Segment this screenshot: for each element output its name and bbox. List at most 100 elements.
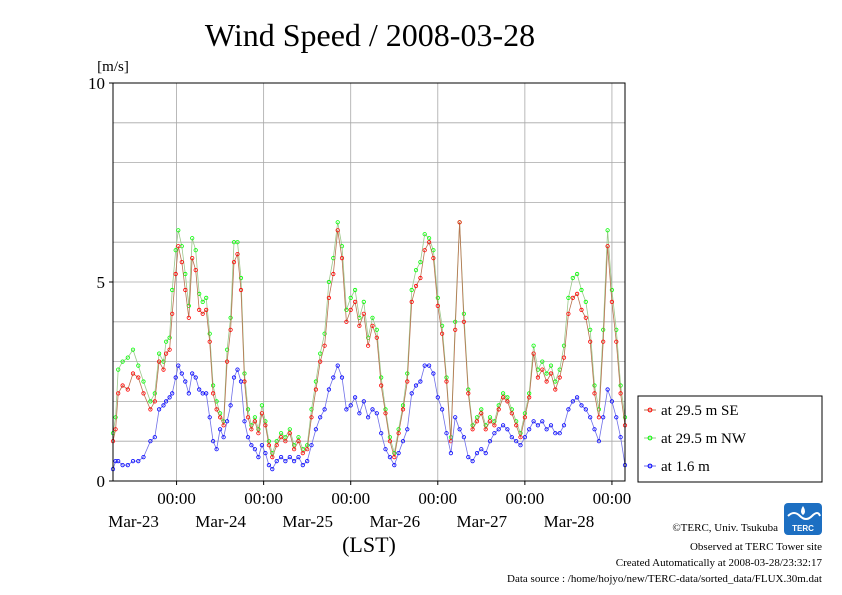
data-point [505, 399, 510, 404]
data-point [228, 403, 233, 408]
data-point [588, 415, 593, 420]
data-point [601, 339, 606, 344]
data-point [601, 415, 606, 420]
data-point [618, 391, 623, 396]
series-lines [110, 220, 628, 472]
data-point [522, 435, 528, 440]
data-point [479, 447, 484, 452]
legend-label-se: at 29.5 m SE [661, 403, 739, 419]
data-point [431, 255, 436, 261]
data-point [574, 291, 580, 296]
x-tick-time-label: 00:00 [331, 489, 370, 508]
data-point [392, 450, 397, 456]
data-point [296, 454, 301, 460]
data-point [313, 427, 318, 432]
data-point [435, 303, 440, 308]
data-point [322, 343, 327, 348]
data-point [614, 415, 619, 420]
data-point [535, 423, 541, 428]
data-point [570, 399, 575, 404]
data-point [413, 267, 419, 273]
data-point [270, 466, 275, 472]
x-tick-time-label: 00:00 [157, 489, 196, 508]
data-point [496, 407, 501, 412]
data-point [200, 311, 205, 316]
data-point [361, 299, 366, 304]
data-point [531, 419, 536, 424]
data-point [540, 419, 545, 424]
data-point [249, 443, 254, 448]
data-point [439, 331, 445, 336]
data-point [392, 462, 397, 468]
data-point [179, 259, 184, 265]
data-point [548, 363, 554, 368]
data-point [335, 363, 340, 368]
data-point [266, 462, 271, 468]
data-point [531, 343, 536, 348]
data-point [492, 423, 497, 428]
data-point [518, 443, 523, 448]
data-point [266, 443, 271, 448]
data-point [605, 244, 610, 249]
data-point [348, 307, 353, 312]
data-point [583, 299, 588, 304]
data-point [379, 375, 384, 380]
data-point [335, 228, 340, 233]
data-point [211, 383, 216, 388]
data-point [278, 431, 284, 436]
data-point [605, 228, 610, 233]
data-point [466, 454, 471, 460]
data-point [318, 351, 323, 356]
y-tick-label: 5 [97, 273, 106, 292]
data-point [413, 383, 419, 388]
data-point [141, 379, 146, 384]
data-point [322, 331, 327, 336]
data-point [431, 248, 436, 253]
data-point [263, 419, 268, 424]
data-point [422, 232, 427, 237]
data-point [444, 431, 449, 436]
data-point [113, 427, 118, 432]
data-point [173, 375, 178, 380]
data-point [204, 391, 209, 396]
data-point [245, 435, 251, 440]
data-point [609, 287, 615, 293]
data-point [352, 395, 358, 400]
data-point [263, 450, 268, 456]
data-point [370, 407, 375, 412]
data-point [152, 391, 157, 396]
data-point [561, 343, 567, 348]
data-point [509, 411, 514, 416]
data-point [235, 252, 240, 257]
data-point [418, 275, 423, 281]
data-point [116, 391, 121, 396]
legend-marker-low [647, 463, 653, 469]
data-point [522, 415, 528, 420]
data-point [453, 415, 458, 420]
created-text: Created Automatically at 2008-03-28/23:3… [616, 557, 823, 569]
data-point [183, 287, 188, 293]
data-point [361, 311, 366, 316]
data-point [374, 411, 379, 416]
data-point [283, 439, 288, 444]
data-point [435, 395, 440, 400]
data-point [228, 327, 233, 332]
data-point [574, 271, 580, 277]
plot-frame [112, 82, 626, 482]
data-point [583, 407, 588, 412]
data-point [396, 450, 401, 456]
data-point [152, 435, 157, 440]
data-point [120, 383, 125, 388]
data-point [274, 439, 279, 444]
data-point [186, 315, 191, 320]
data-point [164, 351, 169, 356]
data-point [609, 399, 615, 404]
data-source-text: Data source : /home/hojyo/new/TERC-data/… [507, 573, 822, 585]
data-point [500, 391, 506, 396]
data-point [435, 295, 440, 300]
data-point [422, 363, 427, 368]
data-point [305, 447, 310, 452]
data-point [141, 454, 146, 460]
data-point [116, 367, 121, 372]
